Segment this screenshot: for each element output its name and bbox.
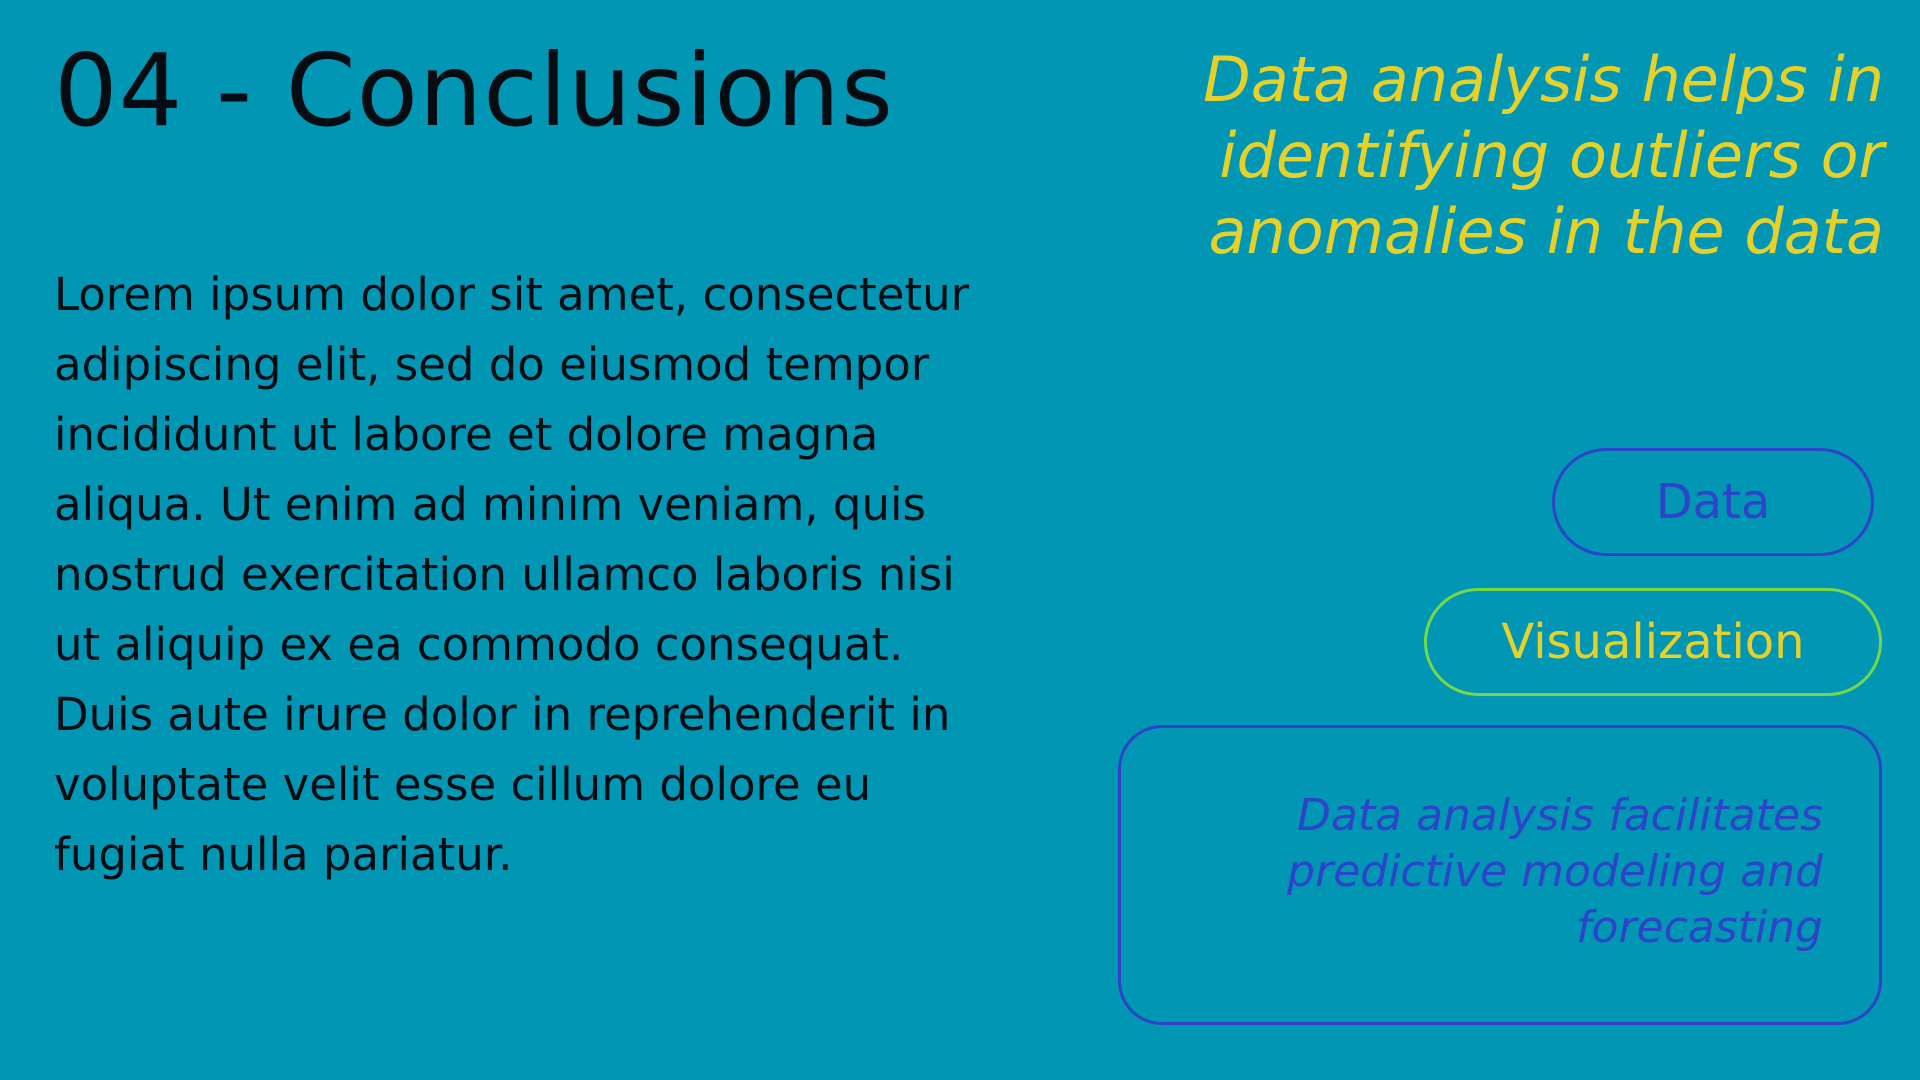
- highlight-quote: Data analysis helps in identifying outli…: [1202, 43, 1884, 268]
- tag-data-label: Data: [1655, 474, 1771, 530]
- body-paragraph: Lorem ipsum dolor sit amet, consectetur …: [54, 268, 970, 881]
- callout-box: Data analysis facilitates predictive mod…: [1118, 725, 1882, 1025]
- tag-data: Data: [1552, 448, 1874, 556]
- callout-text: Data analysis facilitates predictive mod…: [1287, 790, 1823, 953]
- tag-visualization: Visualization: [1424, 588, 1882, 696]
- slide-title: 04 - Conclusions: [54, 32, 894, 149]
- tag-visualization-label: Visualization: [1501, 614, 1805, 670]
